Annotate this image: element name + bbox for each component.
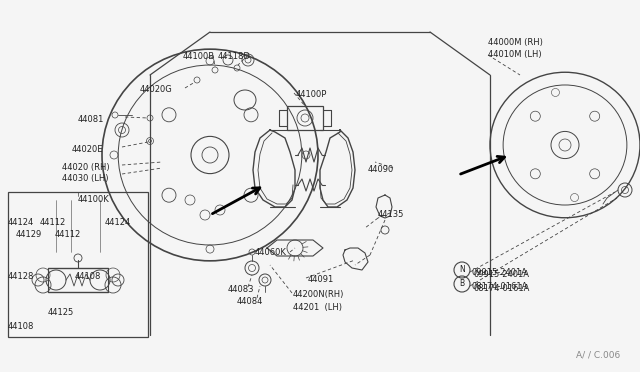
Text: 44020E: 44020E (72, 145, 104, 154)
Text: 44118D: 44118D (218, 52, 251, 61)
Text: 44100B: 44100B (183, 52, 215, 61)
Text: 44100P: 44100P (296, 90, 328, 99)
Bar (8, 192, 148, 337)
Text: 44112: 44112 (40, 218, 67, 227)
Text: 44020 (RH): 44020 (RH) (62, 163, 109, 172)
Text: 44091: 44091 (308, 275, 334, 284)
Text: 44124: 44124 (105, 218, 131, 227)
Text: 44201  (LH): 44201 (LH) (293, 303, 342, 312)
Text: 44128: 44128 (8, 272, 35, 281)
Text: 09915-2401A: 09915-2401A (472, 268, 528, 277)
Text: N: N (459, 266, 465, 275)
Text: 44020G: 44020G (140, 85, 173, 94)
Text: 44112: 44112 (55, 230, 81, 239)
Text: 08174-0161A: 08174-0161A (474, 284, 531, 293)
Text: 44081: 44081 (78, 115, 104, 124)
Text: A/ / C.006: A/ / C.006 (576, 351, 620, 360)
Bar (287, 106, 323, 130)
Text: 44083: 44083 (228, 285, 255, 294)
Text: 44108: 44108 (8, 322, 35, 331)
Text: 44124: 44124 (8, 218, 35, 227)
Text: 44200N(RH): 44200N(RH) (293, 290, 344, 299)
Text: 44100K: 44100K (78, 195, 109, 204)
Text: B: B (460, 279, 465, 289)
Text: 44090: 44090 (368, 165, 394, 174)
Text: 08174-0161A: 08174-0161A (472, 282, 529, 291)
Text: 44125: 44125 (48, 308, 74, 317)
Text: 44108: 44108 (75, 272, 101, 281)
Text: 09915-2401A: 09915-2401A (474, 270, 530, 279)
Text: 44135: 44135 (378, 210, 404, 219)
Text: 44060K: 44060K (255, 248, 287, 257)
Text: 44000M (RH): 44000M (RH) (488, 38, 543, 47)
Text: 44129: 44129 (16, 230, 42, 239)
Text: 44010M (LH): 44010M (LH) (488, 50, 541, 59)
Text: 44030 (LH): 44030 (LH) (62, 174, 109, 183)
Text: 44084: 44084 (237, 297, 264, 306)
